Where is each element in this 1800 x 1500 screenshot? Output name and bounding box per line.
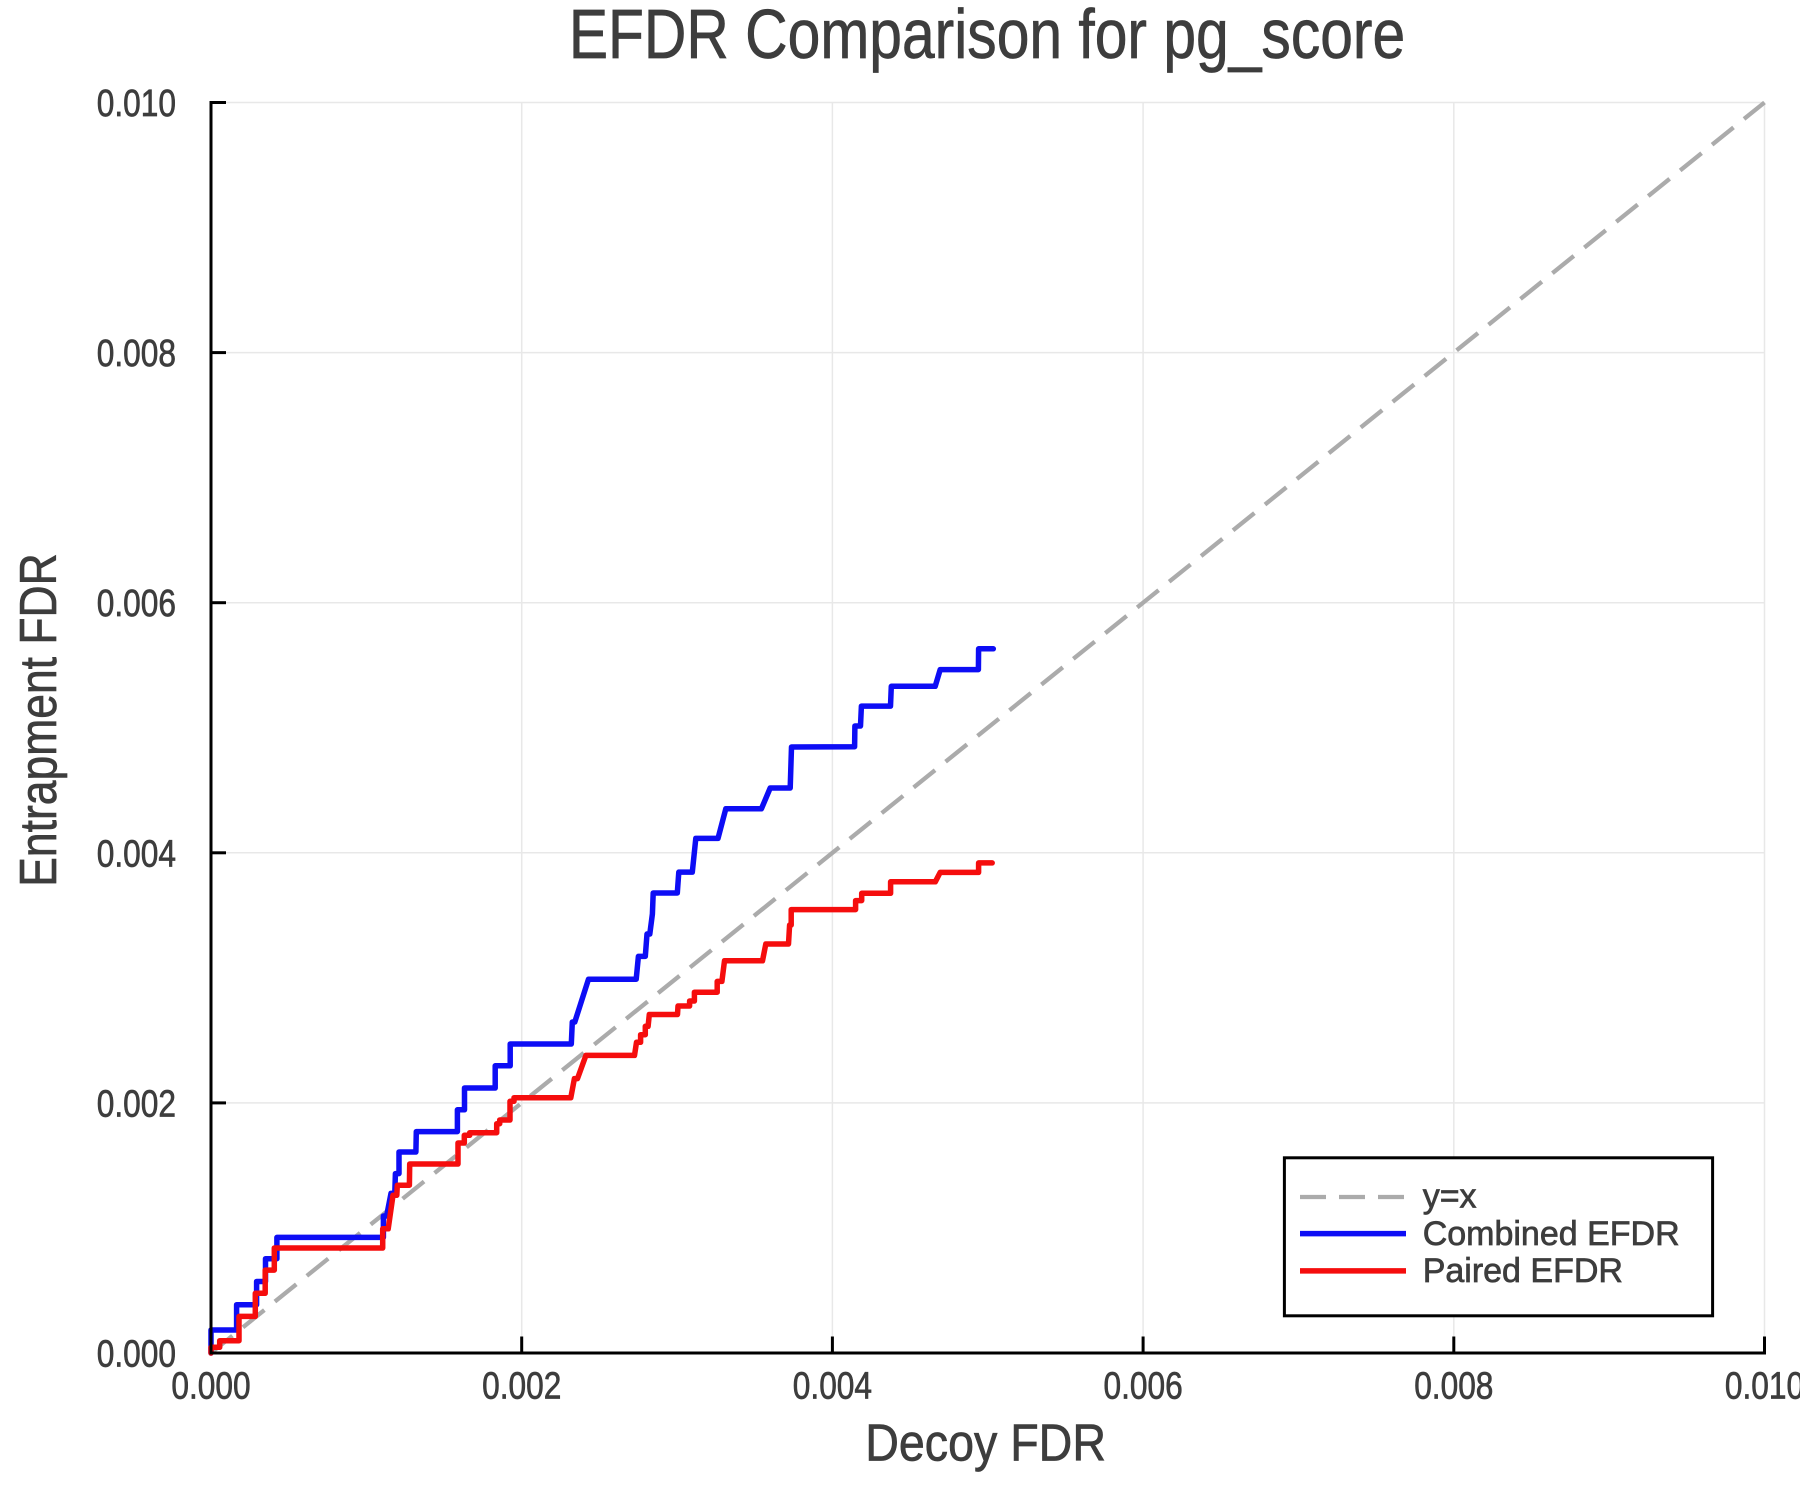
svg-text:Decoy FDR: Decoy FDR (865, 1414, 1106, 1472)
svg-text:0.004: 0.004 (97, 833, 176, 875)
svg-text:0.008: 0.008 (1414, 1365, 1493, 1407)
svg-text:Entrapment FDR: Entrapment FDR (10, 553, 68, 886)
svg-text:EFDR Comparison for pg_score: EFDR Comparison for pg_score (569, 0, 1405, 73)
svg-text:0.006: 0.006 (1103, 1365, 1182, 1407)
svg-text:0.002: 0.002 (97, 1083, 176, 1125)
svg-text:0.006: 0.006 (97, 583, 176, 625)
svg-text:0.010: 0.010 (97, 82, 176, 124)
svg-text:Paired EFDR: Paired EFDR (1423, 1252, 1623, 1290)
svg-text:0.004: 0.004 (793, 1365, 872, 1407)
svg-text:y=x: y=x (1423, 1178, 1477, 1216)
svg-text:0.000: 0.000 (97, 1333, 176, 1375)
svg-text:0.008: 0.008 (97, 332, 176, 374)
svg-text:0.002: 0.002 (482, 1365, 561, 1407)
svg-text:Combined EFDR: Combined EFDR (1423, 1215, 1680, 1253)
svg-text:0.000: 0.000 (171, 1365, 250, 1407)
svg-text:0.010: 0.010 (1725, 1365, 1800, 1407)
